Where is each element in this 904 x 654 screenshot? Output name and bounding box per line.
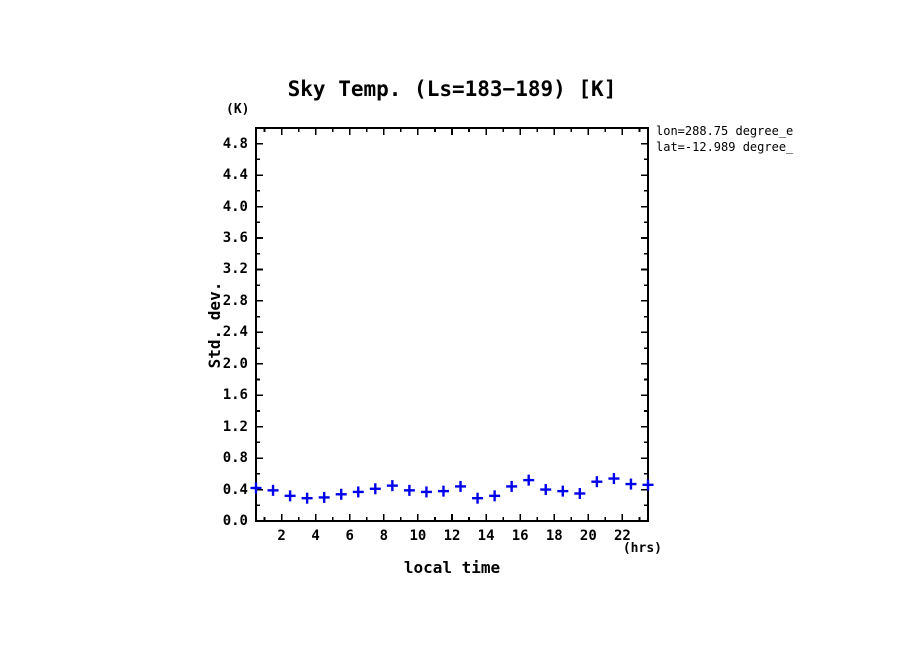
y-tick-label: 2.0 bbox=[222, 355, 248, 372]
y-axis-unit-label: (K) bbox=[226, 102, 250, 117]
data-point-marker bbox=[420, 486, 432, 498]
y-tick-label: 2.8 bbox=[222, 292, 248, 309]
data-point-marker bbox=[591, 476, 603, 488]
x-tick-label: 10 bbox=[409, 528, 427, 544]
data-point-marker bbox=[455, 480, 467, 492]
data-point-marker bbox=[523, 474, 535, 486]
y-tick-label: 4.0 bbox=[222, 198, 248, 215]
y-tick-label: 1.2 bbox=[222, 418, 248, 435]
data-point-marker bbox=[557, 485, 569, 497]
data-point-marker bbox=[625, 478, 637, 490]
data-point-marker bbox=[506, 480, 518, 492]
y-tick-label: 4.8 bbox=[222, 135, 248, 152]
data-point-marker bbox=[403, 484, 415, 496]
data-point-marker bbox=[489, 490, 501, 502]
y-tick-label: 4.4 bbox=[222, 167, 248, 184]
y-tick-label: 1.6 bbox=[222, 387, 248, 404]
data-point-marker bbox=[352, 486, 364, 498]
data-point-marker bbox=[301, 492, 313, 504]
x-tick-label: 6 bbox=[345, 528, 354, 544]
y-tick-label: 0.0 bbox=[222, 513, 248, 529]
y-tick-label: 2.4 bbox=[222, 324, 248, 341]
x-tick-label: 4 bbox=[311, 528, 320, 544]
data-point-marker bbox=[369, 483, 381, 495]
data-point-marker bbox=[386, 480, 398, 492]
data-point-marker bbox=[437, 485, 449, 497]
data-point-marker bbox=[318, 491, 330, 503]
data-point-marker bbox=[250, 482, 262, 494]
annotation-lon: lon=288.75 degree_e bbox=[656, 124, 794, 138]
y-tick-label: 3.2 bbox=[222, 261, 248, 278]
x-tick-label: 8 bbox=[379, 528, 389, 544]
data-point-marker bbox=[267, 484, 279, 496]
data-point-marker bbox=[335, 488, 347, 500]
chart-title: Sky Temp. (Ls=183−189) [K] bbox=[287, 77, 617, 101]
data-point-marker bbox=[642, 479, 654, 491]
y-tick-label: 3.6 bbox=[222, 230, 248, 247]
x-tick-label: 2 bbox=[277, 528, 286, 544]
data-point-marker bbox=[540, 484, 552, 496]
x-tick-label: 22 bbox=[613, 528, 631, 544]
x-tick-label: 20 bbox=[579, 528, 597, 544]
data-point-marker bbox=[284, 490, 296, 502]
x-tick-label: 12 bbox=[443, 528, 461, 544]
y-tick-label: 0.8 bbox=[222, 450, 248, 467]
x-tick-label: 16 bbox=[511, 528, 529, 544]
x-tick-label: 18 bbox=[545, 528, 563, 544]
x-axis-unit-label: (hrs) bbox=[622, 541, 662, 556]
annotation-lat: lat=-12.989 degree_ bbox=[656, 140, 794, 154]
y-tick-label: 0.4 bbox=[222, 481, 248, 498]
data-point-marker bbox=[472, 492, 484, 504]
x-tick-label: 14 bbox=[477, 528, 495, 544]
coordinates-annotation: lon=288.75 degree_e lat=-12.989 degree_ bbox=[656, 123, 802, 159]
x-axis-title: local time bbox=[403, 558, 501, 577]
data-point-marker bbox=[608, 473, 620, 485]
data-point-marker bbox=[574, 487, 586, 499]
